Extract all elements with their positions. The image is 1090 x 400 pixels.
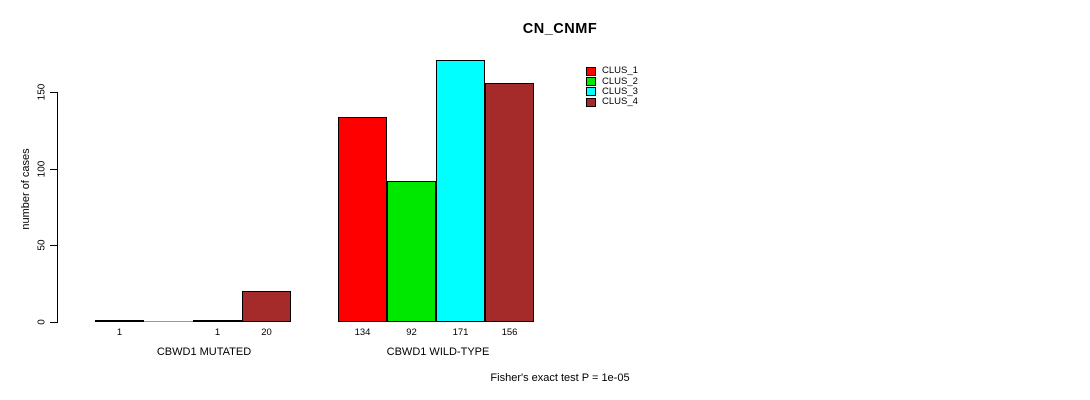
bar-value-label: 171 — [452, 327, 469, 338]
y-axis-tick — [50, 245, 57, 246]
bar-value-label: 1 — [214, 327, 221, 338]
group-label: CBWD1 MUTATED — [156, 346, 252, 358]
legend-item-label: CLUS_3 — [602, 85, 638, 97]
legend-item: CLUS_3 — [586, 85, 638, 97]
bar — [485, 83, 534, 322]
legend: CLUS_1 CLUS_2 CLUS_3 CLUS_4 — [586, 66, 638, 108]
y-axis-tick-label: 50 — [36, 239, 48, 251]
legend-color-swatch — [586, 87, 596, 97]
bar-value-label: 20 — [261, 327, 272, 338]
bar — [338, 117, 387, 322]
bar-value-label: 156 — [501, 327, 518, 338]
group-label: CBWD1 WILD-TYPE — [386, 346, 490, 358]
legend-color-swatch — [586, 66, 596, 76]
bar — [95, 320, 144, 322]
y-axis-tick — [50, 322, 57, 323]
legend-color-swatch — [586, 77, 596, 87]
y-axis-tick-label: 100 — [36, 160, 48, 178]
legend-item: CLUS_2 — [586, 75, 638, 87]
bar — [242, 291, 291, 322]
y-axis-line — [57, 92, 58, 323]
bar-value-label: 1 — [116, 327, 123, 338]
bar — [144, 321, 193, 322]
fisher-test-annotation: Fisher's exact test P = 1e-05 — [490, 372, 630, 384]
y-axis-tick-label: 150 — [36, 83, 48, 101]
bar — [387, 181, 436, 322]
chart-title: CN_CNMF — [522, 21, 598, 37]
y-axis-label: number of cases — [20, 148, 32, 230]
legend-item: CLUS_1 — [586, 66, 638, 76]
legend-color-swatch — [586, 97, 596, 107]
bar-value-label: 134 — [354, 327, 371, 338]
legend-item-label: CLUS_4 — [602, 96, 638, 108]
bar — [436, 60, 485, 322]
y-axis-tick — [50, 92, 57, 93]
bar — [193, 320, 242, 322]
y-axis-tick-label: 0 — [36, 319, 48, 325]
legend-item-label: CLUS_2 — [602, 75, 638, 87]
legend-item-label: CLUS_1 — [602, 65, 638, 77]
y-axis-tick — [50, 169, 57, 170]
bar-value-label: 92 — [406, 327, 417, 338]
legend-item: CLUS_4 — [586, 97, 638, 107]
